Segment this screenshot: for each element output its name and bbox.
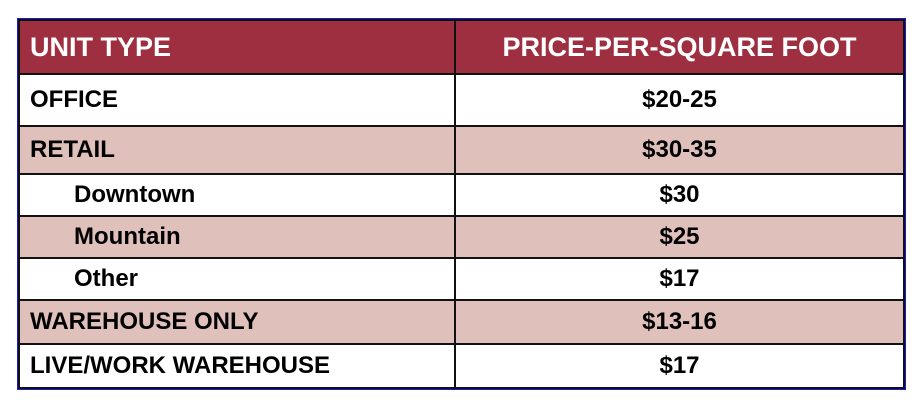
table-row: WAREHOUSE ONLY $13-16 bbox=[18, 299, 905, 345]
unit-cell: LIVE/WORK WAREHOUSE bbox=[18, 343, 456, 389]
unit-cell: WAREHOUSE ONLY bbox=[18, 299, 456, 345]
price-cell: $25 bbox=[454, 215, 905, 259]
price-cell: $17 bbox=[454, 343, 905, 389]
header-price: PRICE-PER-SQUARE FOOT bbox=[454, 19, 905, 75]
table-row: LIVE/WORK WAREHOUSE $17 bbox=[18, 343, 905, 389]
table-row: Mountain $25 bbox=[18, 215, 905, 259]
price-table: UNIT TYPE PRICE-PER-SQUARE FOOT OFFICE $… bbox=[17, 18, 906, 390]
table-row: Downtown $30 bbox=[18, 173, 905, 217]
unit-cell: RETAIL bbox=[18, 125, 456, 175]
price-cell: $30 bbox=[454, 173, 905, 217]
unit-cell: Downtown bbox=[18, 173, 456, 217]
unit-cell: Mountain bbox=[18, 215, 456, 259]
price-cell: $17 bbox=[454, 257, 905, 301]
price-cell: $30-35 bbox=[454, 125, 905, 175]
price-cell: $20-25 bbox=[454, 73, 905, 127]
price-cell: $13-16 bbox=[454, 299, 905, 345]
table-row: RETAIL $30-35 bbox=[18, 125, 905, 175]
unit-cell: OFFICE bbox=[18, 73, 456, 127]
table-row: Other $17 bbox=[18, 257, 905, 301]
header-unit-type: UNIT TYPE bbox=[18, 19, 456, 75]
header-row: UNIT TYPE PRICE-PER-SQUARE FOOT bbox=[18, 19, 905, 75]
unit-cell: Other bbox=[18, 257, 456, 301]
table-row: OFFICE $20-25 bbox=[18, 73, 905, 127]
